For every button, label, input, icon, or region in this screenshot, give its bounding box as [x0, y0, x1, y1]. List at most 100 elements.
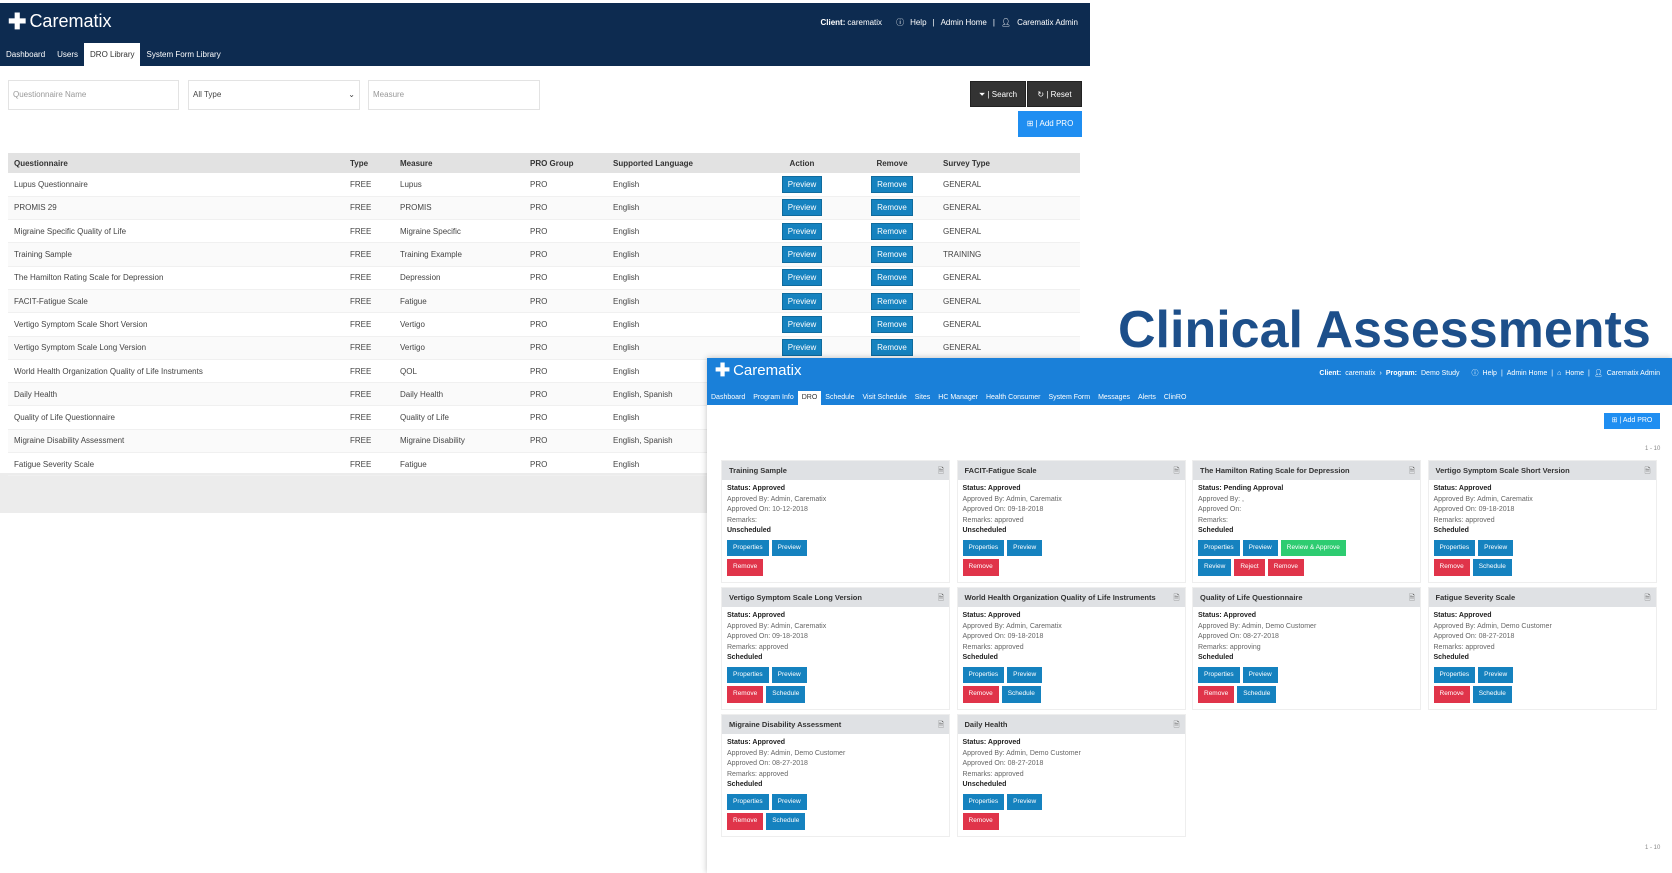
properties-button[interactable]: Properties	[727, 793, 769, 810]
remove-button[interactable]: Remove	[727, 813, 764, 830]
document-icon[interactable]: 🗎︎	[937, 593, 944, 602]
preview-button[interactable]: Preview	[771, 793, 807, 810]
review-approve-button[interactable]: Review & Approve	[1280, 539, 1346, 556]
column-header-survey-type[interactable]: Survey Type	[937, 153, 1080, 173]
reject-button[interactable]: Reject	[1234, 559, 1265, 576]
review-button[interactable]: Review	[1198, 559, 1232, 576]
preview-button[interactable]: Preview	[781, 199, 823, 217]
preview-button[interactable]: Preview	[781, 175, 823, 193]
tab-sites[interactable]: Sites	[914, 394, 931, 401]
preview-button[interactable]: Preview	[771, 666, 807, 683]
remove-button[interactable]: Remove	[871, 246, 913, 264]
document-icon[interactable]: 🗎︎	[937, 720, 944, 729]
type-select[interactable]: All Type ⌄	[188, 80, 360, 110]
properties-button[interactable]: Properties	[962, 539, 1005, 556]
tab-dashboard[interactable]: Dashboard	[6, 50, 46, 59]
remove-button[interactable]: Remove	[962, 813, 999, 830]
preview-button[interactable]: Preview	[1478, 539, 1514, 556]
tab-users[interactable]: Users	[57, 50, 79, 59]
tab-dashboard[interactable]: Dashboard	[711, 394, 746, 401]
column-header-remove[interactable]: Remove	[847, 153, 937, 173]
preview-button[interactable]: Preview	[781, 292, 823, 310]
column-header-pro-group[interactable]: PRO Group	[524, 153, 607, 173]
properties-button[interactable]: Properties	[1433, 666, 1476, 683]
remove-button[interactable]: Remove	[871, 339, 913, 357]
properties-button[interactable]: Properties	[1198, 666, 1240, 683]
add-pro-button[interactable]: ⊞ | Add PRO	[1018, 111, 1082, 137]
preview-button[interactable]: Preview	[1007, 539, 1043, 556]
preview-button[interactable]: Preview	[781, 315, 823, 333]
preview-button[interactable]: Preview	[1478, 666, 1514, 683]
remove-button[interactable]: Remove	[871, 292, 913, 310]
properties-button[interactable]: Properties	[727, 666, 769, 683]
column-header-supported-language[interactable]: Supported Language	[607, 153, 757, 173]
document-icon[interactable]: 🗎︎	[1173, 466, 1180, 475]
tab-dro-library[interactable]: DRO Library	[84, 43, 141, 66]
tab-schedule[interactable]: Schedule	[825, 394, 855, 401]
remove-button[interactable]: Remove	[727, 559, 764, 576]
column-header-measure[interactable]: Measure	[394, 153, 524, 173]
preview-button[interactable]: Preview	[781, 339, 823, 357]
preview-button[interactable]: Preview	[1007, 793, 1043, 810]
user-menu[interactable]: Carematix Admin	[1606, 369, 1660, 377]
search-button[interactable]: ⏷ | Search	[970, 81, 1026, 107]
remove-button[interactable]: Remove	[1267, 559, 1304, 576]
preview-button[interactable]: Preview	[781, 246, 823, 264]
preview-button[interactable]: Preview	[771, 539, 807, 556]
tab-dro[interactable]: DRO	[797, 391, 822, 405]
remove-button[interactable]: Remove	[727, 686, 764, 703]
column-header-action[interactable]: Action	[757, 153, 847, 173]
preview-button[interactable]: Preview	[781, 222, 823, 240]
preview-button[interactable]: Preview	[1007, 666, 1043, 683]
user-menu[interactable]: Carematix Admin	[1017, 18, 1078, 27]
tab-program-info[interactable]: Program Info	[753, 394, 794, 401]
remove-button[interactable]: Remove	[871, 222, 913, 240]
document-icon[interactable]: 🗎︎	[1173, 720, 1180, 729]
schedule-button[interactable]: Schedule	[1472, 559, 1512, 576]
home-link[interactable]: Home	[1565, 369, 1584, 377]
tab-hc-manager[interactable]: HC Manager	[938, 394, 978, 401]
tab-messages[interactable]: Messages	[1098, 394, 1130, 401]
column-header-type[interactable]: Type	[344, 153, 394, 173]
add-pro-button[interactable]: ⊞ | Add PRO	[1604, 413, 1660, 429]
remove-button[interactable]: Remove	[1433, 686, 1470, 703]
remove-button[interactable]: Remove	[871, 269, 913, 287]
remove-button[interactable]: Remove	[962, 686, 999, 703]
tab-system-form-library[interactable]: System Form Library	[146, 50, 221, 59]
document-icon[interactable]: 🗎︎	[1173, 593, 1180, 602]
help-link[interactable]: Help	[1482, 369, 1497, 377]
document-icon[interactable]: 🗎︎	[1644, 593, 1651, 602]
program-name[interactable]: Demo Study	[1421, 369, 1460, 377]
remove-button[interactable]: Remove	[871, 199, 913, 217]
document-icon[interactable]: 🗎︎	[937, 466, 944, 475]
document-icon[interactable]: 🗎︎	[1408, 593, 1415, 602]
remove-button[interactable]: Remove	[1433, 559, 1470, 576]
properties-button[interactable]: Properties	[962, 666, 1005, 683]
preview-button[interactable]: Preview	[1242, 666, 1278, 683]
remove-button[interactable]: Remove	[1198, 686, 1235, 703]
measure-input[interactable]: Measure	[368, 80, 540, 110]
document-icon[interactable]: 🗎︎	[1644, 466, 1651, 475]
properties-button[interactable]: Properties	[962, 793, 1005, 810]
properties-button[interactable]: Properties	[1433, 539, 1476, 556]
schedule-button[interactable]: Schedule	[1472, 686, 1512, 703]
remove-button[interactable]: Remove	[871, 175, 913, 193]
tab-alerts[interactable]: Alerts	[1137, 394, 1156, 401]
admin-home-link[interactable]: Admin Home	[940, 18, 987, 27]
tab-health-consumer[interactable]: Health Consumer	[985, 394, 1041, 401]
document-icon[interactable]: 🗎︎	[1408, 466, 1415, 475]
help-link[interactable]: Help	[910, 18, 927, 27]
tab-visit-schedule[interactable]: Visit Schedule	[862, 394, 907, 401]
schedule-button[interactable]: Schedule	[766, 686, 806, 703]
column-header-questionnaire[interactable]: Questionnaire	[8, 153, 344, 173]
preview-button[interactable]: Preview	[781, 269, 823, 287]
reset-button[interactable]: ↻ | Reset	[1027, 81, 1082, 107]
schedule-button[interactable]: Schedule	[1237, 686, 1277, 703]
admin-home-link[interactable]: Admin Home	[1506, 369, 1548, 377]
schedule-button[interactable]: Schedule	[766, 813, 806, 830]
remove-button[interactable]: Remove	[962, 559, 999, 576]
questionnaire-name-input[interactable]: Questionnaire Name	[8, 80, 179, 110]
preview-button[interactable]: Preview	[1242, 539, 1278, 556]
properties-button[interactable]: Properties	[1198, 539, 1240, 556]
remove-button[interactable]: Remove	[871, 315, 913, 333]
